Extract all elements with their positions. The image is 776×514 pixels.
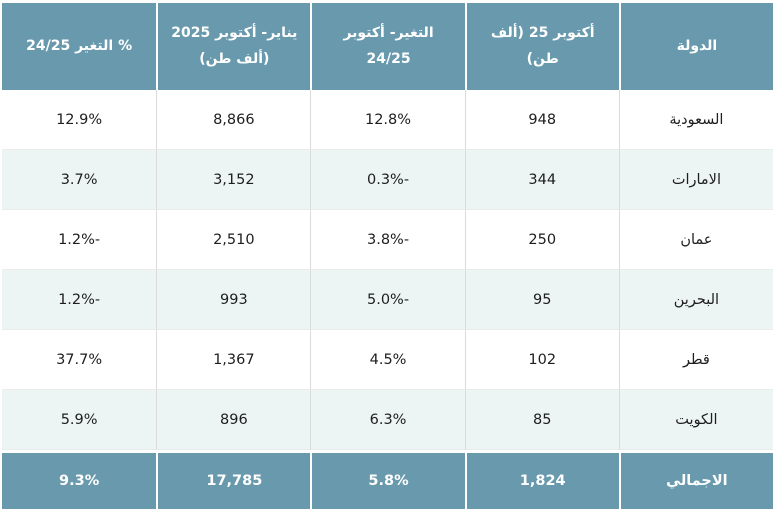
cell-pct-change: 3.7% [2,150,157,210]
cell-pct-change: -1.2% [2,270,157,330]
cell-country: السعودية [618,90,773,150]
cell-jan-oct-2025: 896 [156,390,311,450]
cell-pct-change: 37.7% [2,330,157,390]
table-row: الكويت 85 6.3% 896 5.9% [2,390,773,450]
table-row: السعودية 948 12.8% 8,866 12.9% [2,90,773,150]
total-cell-jan-oct-2025: 17,785 [156,450,311,509]
total-cell-oct25: 1,824 [464,450,619,509]
header-cell-pct-change: % التغير 24/25 [2,3,157,90]
cell-change-oct: 12.8% [310,90,465,150]
cell-oct25: 250 [464,210,619,270]
cell-oct25: 948 [464,90,619,150]
cell-change-oct: -0.3% [310,150,465,210]
cell-change-oct: 4.5% [310,330,465,390]
cell-oct25: 344 [464,150,619,210]
total-cell-pct-change: 9.3% [2,450,157,509]
cell-country: الكويت [618,390,773,450]
cell-oct25: 95 [464,270,619,330]
header-row: الدولة أكتوبر 25 (ألف طن) التغير- أكتوبر… [2,3,773,90]
table-row: البحرين 95 -5.0% 993 -1.2% [2,270,773,330]
cell-country: قطر [618,330,773,390]
total-cell-label: الاجمالي [618,450,773,509]
header-cell-country: الدولة [618,3,773,90]
cell-pct-change: 12.9% [2,90,157,150]
total-cell-change-oct: 5.8% [310,450,465,509]
cell-country: الامارات [618,150,773,210]
cell-country: عمان [618,210,773,270]
cell-pct-change: -1.2% [2,210,157,270]
cell-country: البحرين [618,270,773,330]
cell-jan-oct-2025: 3,152 [156,150,311,210]
cell-jan-oct-2025: 1,367 [156,330,311,390]
cell-change-oct: -3.8% [310,210,465,270]
cell-jan-oct-2025: 8,866 [156,90,311,150]
total-row: الاجمالي 1,824 5.8% 17,785 9.3% [2,450,773,509]
header-cell-change-oct: التغير- أكتوبر 24/25 [310,3,465,90]
table-row: عمان 250 -3.8% 2,510 -1.2% [2,210,773,270]
table-row: قطر 102 4.5% 1,367 37.7% [2,330,773,390]
cell-jan-oct-2025: 993 [156,270,311,330]
cell-change-oct: -5.0% [310,270,465,330]
cell-jan-oct-2025: 2,510 [156,210,311,270]
cell-change-oct: 6.3% [310,390,465,450]
cell-oct25: 102 [464,330,619,390]
cell-pct-change: 5.9% [2,390,157,450]
header-cell-jan-oct-2025: يناير- أكتوبر 2025 (ألف طن) [156,3,311,90]
header-cell-oct25: أكتوبر 25 (ألف طن) [464,3,619,90]
table-row: الامارات 344 -0.3% 3,152 3.7% [2,150,773,210]
gcc-imports-table: الدولة أكتوبر 25 (ألف طن) التغير- أكتوبر… [2,3,773,509]
cell-oct25: 85 [464,390,619,450]
